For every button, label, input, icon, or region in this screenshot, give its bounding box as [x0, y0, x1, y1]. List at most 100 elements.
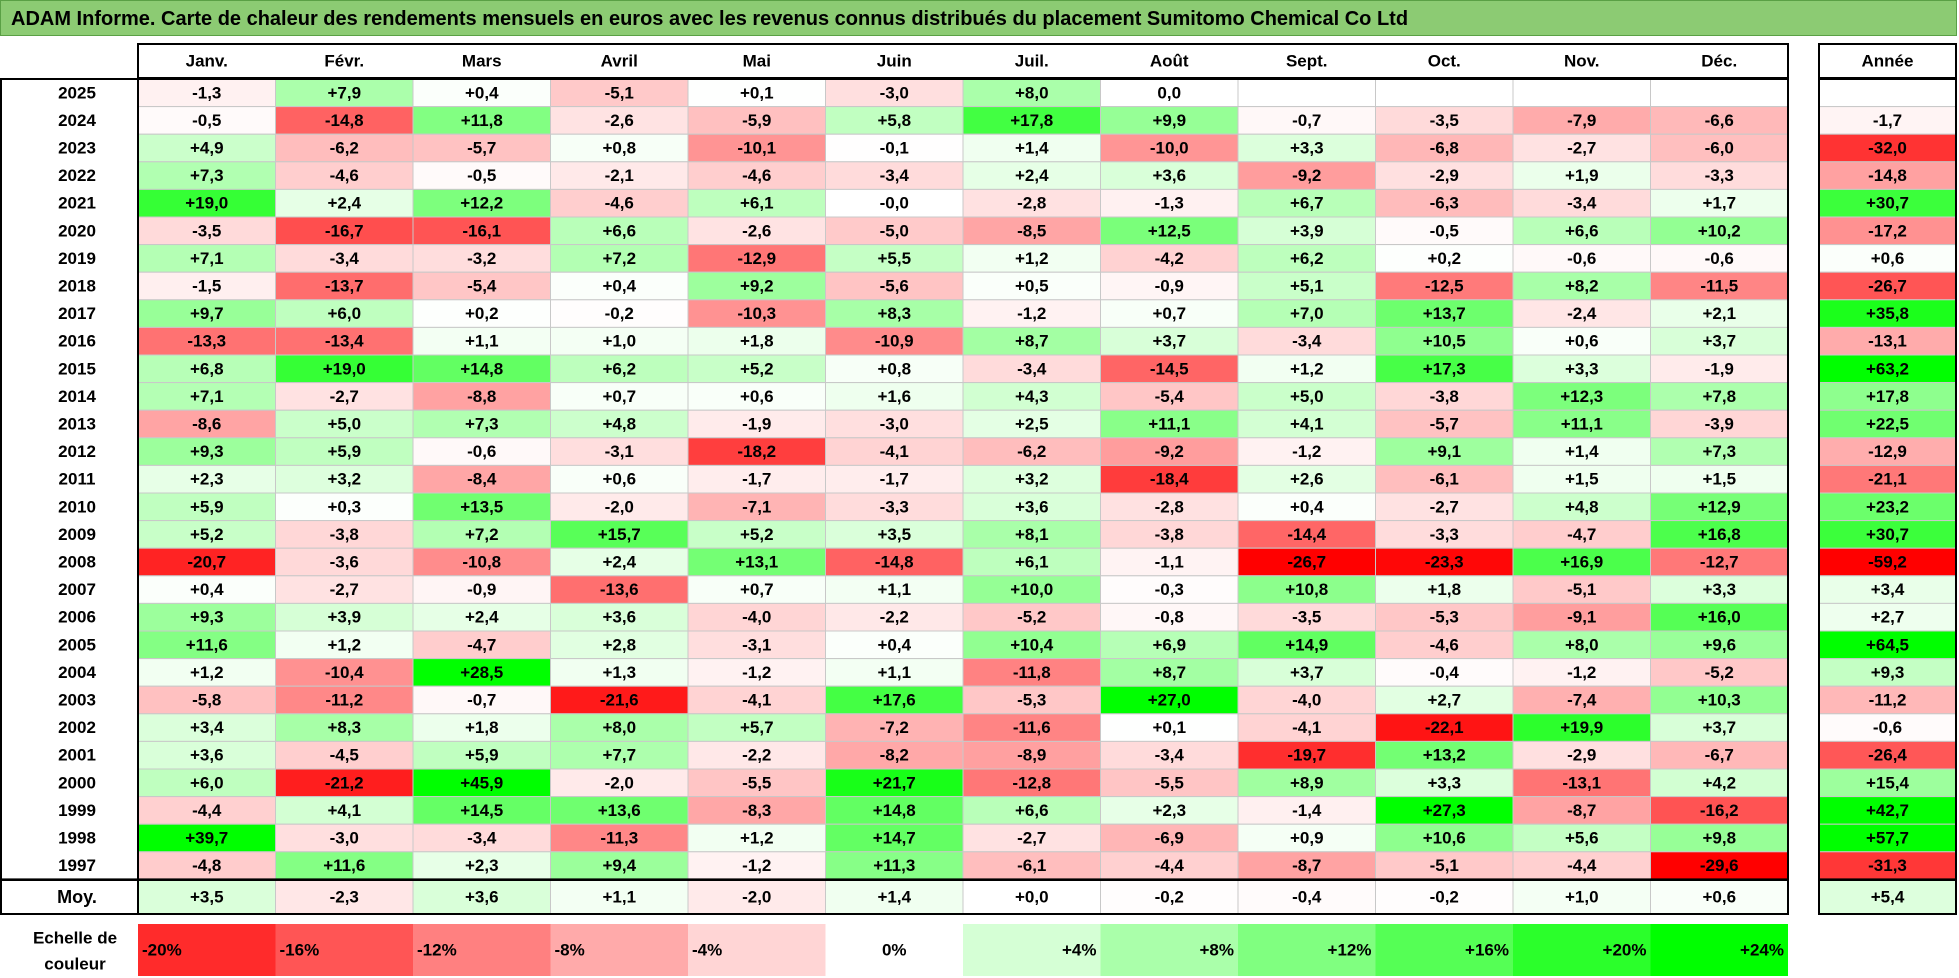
cell-value: -0,9 [467, 580, 496, 599]
cell-value: +10,3 [1698, 691, 1741, 710]
heatmap-cell [962, 188, 1101, 218]
row-year-label: 2008 [58, 553, 96, 572]
cell-value: -3,3 [1705, 166, 1734, 185]
cell-value: -3,5 [1292, 608, 1321, 627]
cell-value: +0,4 [877, 635, 911, 654]
cell-value: -2,7 [1567, 139, 1596, 158]
annual-cell [1818, 658, 1957, 687]
average-cell [962, 879, 1101, 915]
cell-value: -0,7 [1292, 111, 1321, 130]
cell-value: +45,9 [460, 773, 503, 792]
heatmap-cell [687, 188, 826, 218]
cell-value: +11,3 [873, 856, 915, 875]
cell-value: +14,7 [873, 829, 916, 848]
heatmap-cell [962, 354, 1101, 384]
heatmap-cell [1237, 106, 1376, 135]
cell-value: -19,7 [1287, 746, 1326, 765]
heatmap-cell [962, 133, 1101, 163]
cell-value: -9,1 [1567, 608, 1596, 627]
heatmap-cell [962, 768, 1101, 798]
cell-value: +0,4 [1290, 497, 1324, 516]
heatmap-cell [1100, 78, 1239, 108]
cell-value: -11,2 [325, 691, 363, 710]
scale-step-label: +12% [1328, 941, 1372, 960]
average-annual-border [1818, 879, 1957, 915]
heatmap-cell [1237, 78, 1376, 108]
month-header: Avril [601, 52, 638, 71]
heatmap-cell [1512, 658, 1651, 687]
cell-value: +6,6 [1015, 801, 1049, 820]
heatmap-cell [1237, 796, 1376, 825]
scale-step-label: +16% [1465, 941, 1509, 960]
heatmap-cell [1375, 382, 1514, 411]
cell-value: +13,2 [1423, 746, 1466, 765]
cell-value: -26,7 [1287, 553, 1326, 572]
heatmap-cell [550, 823, 689, 853]
row-year-label: 2000 [58, 773, 96, 792]
scale-step-label: 0% [882, 941, 907, 960]
heatmap-cell [962, 326, 1101, 356]
heatmap-cell [1512, 796, 1651, 825]
scale-swatch [825, 924, 963, 976]
heatmap-cell [275, 630, 414, 660]
cell-value: +9,2 [740, 277, 774, 296]
cell-value: -6,0 [1705, 139, 1734, 158]
annual-value: -26,4 [1868, 746, 1907, 765]
cell-value: -6,1 [1017, 856, 1046, 875]
heatmap-cell [550, 768, 689, 798]
cell-value: -5,6 [880, 277, 909, 296]
cell-value: -2,8 [1155, 497, 1184, 516]
cell-value: +16,0 [1698, 608, 1741, 627]
heatmap-cell [1100, 271, 1239, 301]
cell-value: -16,7 [325, 221, 364, 240]
cell-value: -8,6 [192, 415, 221, 434]
cell-value: +5,5 [877, 249, 911, 268]
cell-value: -5,9 [742, 111, 771, 130]
annual-value: +22,5 [1866, 415, 1909, 434]
cell-value: +13,5 [460, 497, 503, 516]
heatmap-cell [825, 713, 964, 742]
cell-value: -4,1 [1292, 718, 1321, 737]
cell-value: +4,3 [1015, 387, 1049, 406]
cell-value: +10,4 [1010, 635, 1054, 654]
cell-value: +3,3 [1565, 359, 1599, 378]
scale-swatch [413, 924, 551, 976]
heatmap-cell [962, 851, 1101, 880]
heatmap-cell [1237, 823, 1376, 853]
cell-value: +8,3 [327, 718, 361, 737]
cell-value: -12,9 [737, 249, 776, 268]
heatmap-cell [825, 409, 964, 439]
heatmap-cell [1650, 575, 1789, 604]
annual-value: +17,8 [1866, 387, 1909, 406]
scale-swatch [1375, 924, 1513, 976]
cell-value: +0,7 [740, 580, 774, 599]
cell-value: +17,8 [1010, 111, 1053, 130]
heatmap-cell [550, 851, 689, 880]
cell-value: -1,9 [742, 415, 771, 434]
heatmap-cell [1512, 244, 1651, 273]
month-header: Juil. [1015, 52, 1049, 71]
heatmap-cell [137, 602, 276, 632]
heatmap-cell [275, 244, 414, 273]
row-year-label: 2010 [58, 497, 96, 516]
cell-value: +2,4 [327, 194, 361, 213]
scale-swatch [550, 924, 688, 976]
cell-value: +3,7 [1702, 718, 1736, 737]
heatmap-cell [1512, 188, 1651, 218]
cell-value: -4,6 [1430, 635, 1459, 654]
heatmap-cell [412, 658, 551, 687]
heatmap-cell [825, 658, 964, 687]
heatmap-cell [275, 409, 414, 439]
row-year-label: 2012 [58, 442, 96, 461]
cell-value: +9,4 [602, 856, 636, 875]
cell-value: +0,4 [602, 277, 636, 296]
heatmap-cell [825, 575, 964, 604]
heatmap-cell [1375, 575, 1514, 604]
cell-value: -3,0 [880, 415, 909, 434]
heatmap-cell [687, 768, 826, 798]
row-year-label: 1999 [58, 801, 96, 820]
cell-value: +0,7 [1152, 304, 1186, 323]
cell-value: -18,4 [1150, 470, 1189, 489]
heatmap-cell [962, 630, 1101, 660]
scale-label: Echelle de [33, 929, 117, 948]
